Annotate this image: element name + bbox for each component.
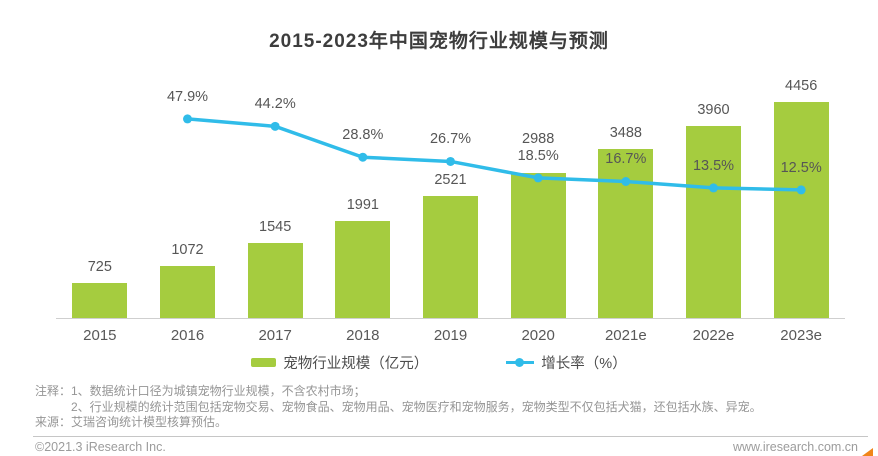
x-axis-label-2021e: 2021e — [604, 327, 647, 344]
bar-value-label-2015: 725 — [87, 258, 112, 275]
x-axis-label-2020: 2020 — [521, 327, 555, 344]
bar-value-label-2019: 2521 — [434, 171, 467, 188]
legend-bar-label: 宠物行业规模（亿元） — [283, 356, 429, 372]
bar-value-label-2020: 2988 — [522, 130, 555, 147]
footnote-line-1: 注释：1、数据统计口径为城镇宠物行业规模，不含农村市场； — [35, 384, 366, 398]
growth-rate-label-2023e: 12.5% — [780, 159, 822, 176]
bar-2015 — [72, 282, 128, 318]
line-point-marker — [446, 156, 455, 166]
bar-series-swatch-icon — [251, 358, 277, 367]
x-axis-label-2017: 2017 — [258, 327, 292, 344]
footer-divider — [33, 436, 868, 437]
legend-item-bar: 宠物行业规模（亿元） — [251, 352, 428, 373]
x-axis-label-2016: 2016 — [170, 327, 205, 344]
line-series-swatch-icon — [506, 358, 535, 367]
source-note: 来源：艾瑞咨询统计模型核算预估。 — [35, 415, 228, 429]
footnote-line-2: 2、行业规模的统计范围包括宠物交易、宠物食品、宠物用品、宠物医疗和宠物服务，宠物… — [71, 399, 762, 414]
x-axis-label-2023e: 2023e — [780, 327, 823, 344]
legend-item-line: 增长率（%） — [506, 352, 627, 373]
corner-accent-icon — [862, 448, 873, 456]
bar-2017 — [247, 243, 303, 318]
x-axis-line — [56, 318, 845, 319]
growth-rate-label-2019: 26.7% — [429, 131, 472, 148]
bar-value-label-2017: 1545 — [259, 219, 292, 236]
bar-2022e — [686, 126, 741, 318]
line-point-marker — [183, 114, 192, 124]
bar-value-label-2022e: 3960 — [697, 102, 730, 119]
bar-2021e — [598, 148, 654, 318]
bar-2016 — [160, 266, 215, 318]
line-point-marker — [358, 152, 368, 162]
legend-line-label: 增长率（%） — [541, 356, 627, 372]
bar-2020 — [510, 173, 566, 318]
growth-rate-label-2020: 18.5% — [517, 147, 559, 164]
bar-2019 — [423, 195, 478, 318]
bar-value-label-2021e: 3488 — [609, 124, 642, 141]
growth-rate-label-2018: 28.8% — [342, 127, 384, 144]
chart-title: 2015-2023年中国宠物行业规模与预测 — [269, 31, 609, 52]
growth-rate-label-2017: 44.2% — [254, 96, 296, 113]
bar-2023e — [773, 102, 829, 318]
line-point-marker — [270, 121, 280, 131]
copyright-text: ©2021.3 iResearch Inc. — [35, 440, 166, 454]
bar-value-label-2023e: 4456 — [785, 78, 818, 94]
x-axis-label-2022e: 2022e — [692, 327, 735, 344]
chart-legend: 宠物行业规模（亿元） 增长率（%） — [0, 352, 878, 373]
growth-rate-label-2022e: 13.5% — [692, 157, 735, 174]
x-axis-label-2018: 2018 — [346, 327, 380, 344]
growth-rate-label-2016: 47.9% — [166, 88, 209, 105]
website-link[interactable]: www.iresearch.com.cn — [732, 440, 858, 454]
chart-footnotes: 注释：1、数据统计口径为城镇宠物行业规模，不含农村市场； 2、行业规模的统计范围… — [35, 384, 762, 431]
bar-value-label-2016: 1072 — [171, 242, 204, 259]
bar-2018 — [335, 221, 391, 318]
growth-rate-label-2021e: 16.7% — [605, 151, 647, 168]
x-axis-label-2015: 2015 — [83, 327, 117, 344]
x-axis-label-2019: 2019 — [433, 327, 468, 344]
bar-value-label-2018: 1991 — [346, 197, 379, 214]
